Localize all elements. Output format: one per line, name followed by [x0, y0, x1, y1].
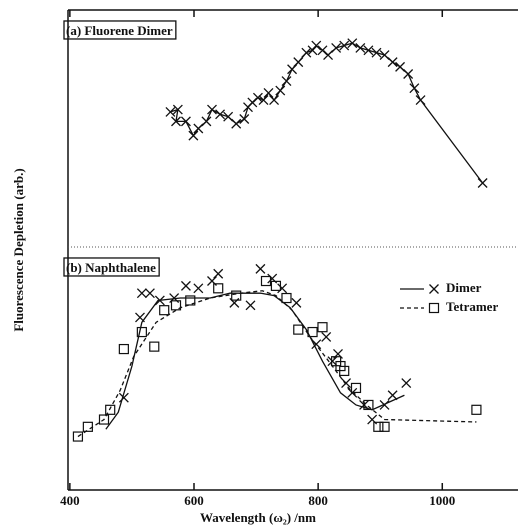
cross-marker — [135, 312, 145, 323]
cross-marker — [136, 288, 147, 299]
cross-marker — [144, 288, 155, 299]
panel-title: (a) Fluorene Dimer — [66, 23, 173, 38]
square-marker — [105, 404, 116, 415]
square-marker — [379, 421, 390, 432]
cross-marker — [258, 95, 269, 106]
legend-marker — [428, 302, 440, 314]
square-marker — [270, 280, 282, 291]
cross-marker — [193, 283, 204, 294]
square-marker — [350, 382, 362, 394]
cross-marker — [231, 118, 242, 129]
square-marker — [170, 300, 182, 311]
square-marker — [72, 431, 84, 442]
panel-title-box — [63, 257, 160, 277]
x-axis-label: Wavelength (ω₂) /nm — [200, 510, 316, 525]
legend-label: Dimer — [446, 280, 482, 295]
cross-marker — [154, 295, 165, 306]
cross-marker — [321, 331, 332, 342]
panel-title: (b) Naphthalene — [66, 260, 156, 275]
cross-marker — [347, 38, 358, 49]
cross-marker — [379, 399, 390, 410]
series-line — [105, 292, 405, 430]
cross-marker — [245, 300, 256, 311]
square-marker — [260, 275, 272, 287]
square-marker — [373, 421, 384, 432]
square-marker — [149, 341, 160, 352]
cross-marker — [201, 116, 212, 127]
cross-marker — [193, 123, 204, 134]
series-line — [77, 290, 477, 438]
cross-marker — [415, 95, 426, 106]
cross-marker — [281, 76, 292, 87]
square-marker — [185, 295, 196, 306]
cross-marker — [291, 297, 302, 308]
square-marker — [317, 322, 328, 333]
cross-marker — [213, 268, 224, 279]
cross-marker — [215, 109, 226, 120]
cross-marker — [275, 85, 286, 96]
cross-marker — [307, 45, 318, 56]
square-marker — [136, 326, 147, 338]
legend-marker — [429, 284, 439, 294]
cross-marker — [277, 283, 288, 294]
cross-marker — [180, 116, 191, 127]
cross-marker — [401, 378, 412, 389]
cross-marker — [263, 87, 274, 98]
cross-marker — [403, 69, 414, 79]
square-marker — [363, 399, 374, 411]
square-marker — [471, 404, 482, 415]
panel-title-box — [63, 20, 177, 40]
cross-marker — [239, 114, 250, 124]
x-tick-label: 800 — [308, 493, 328, 508]
cross-marker — [118, 392, 129, 403]
cross-marker — [188, 130, 199, 141]
series-line — [170, 42, 484, 184]
cross-marker — [395, 61, 406, 72]
square-marker — [118, 343, 129, 355]
square-marker — [159, 305, 170, 316]
y-axis-label: Fluorescence Depletion (arb.) — [11, 168, 26, 331]
cross-marker — [477, 178, 488, 188]
cross-marker — [311, 40, 322, 51]
square-marker — [231, 290, 242, 301]
cross-marker — [252, 92, 263, 103]
cross-marker — [269, 95, 280, 106]
cross-marker — [255, 263, 266, 274]
square-marker — [339, 365, 350, 377]
x-tick-label: 1000 — [429, 493, 455, 508]
square-marker — [281, 292, 292, 304]
cross-marker — [171, 116, 181, 127]
cross-marker — [172, 104, 183, 115]
x-tick-label: 400 — [60, 493, 80, 508]
cross-marker — [409, 83, 420, 94]
cross-marker — [323, 50, 334, 60]
cross-marker — [301, 47, 312, 58]
cross-marker — [371, 47, 382, 58]
square-marker — [293, 324, 304, 335]
cross-marker — [387, 390, 398, 401]
cross-marker — [355, 42, 366, 53]
square-marker — [213, 283, 224, 294]
square-marker — [98, 414, 110, 425]
cross-marker — [363, 45, 374, 56]
cross-marker — [165, 106, 176, 117]
cross-marker — [387, 57, 398, 68]
legend-label: Tetramer — [446, 299, 498, 314]
cross-marker — [223, 111, 234, 122]
cross-marker — [339, 40, 350, 51]
square-marker — [307, 326, 318, 338]
cross-marker — [379, 50, 390, 60]
cross-marker — [341, 378, 352, 389]
cross-marker — [293, 57, 304, 68]
cross-marker — [331, 42, 342, 53]
x-tick-label: 600 — [184, 493, 204, 508]
cross-marker — [180, 280, 191, 291]
square-marker — [82, 421, 93, 432]
cross-marker — [207, 104, 217, 115]
